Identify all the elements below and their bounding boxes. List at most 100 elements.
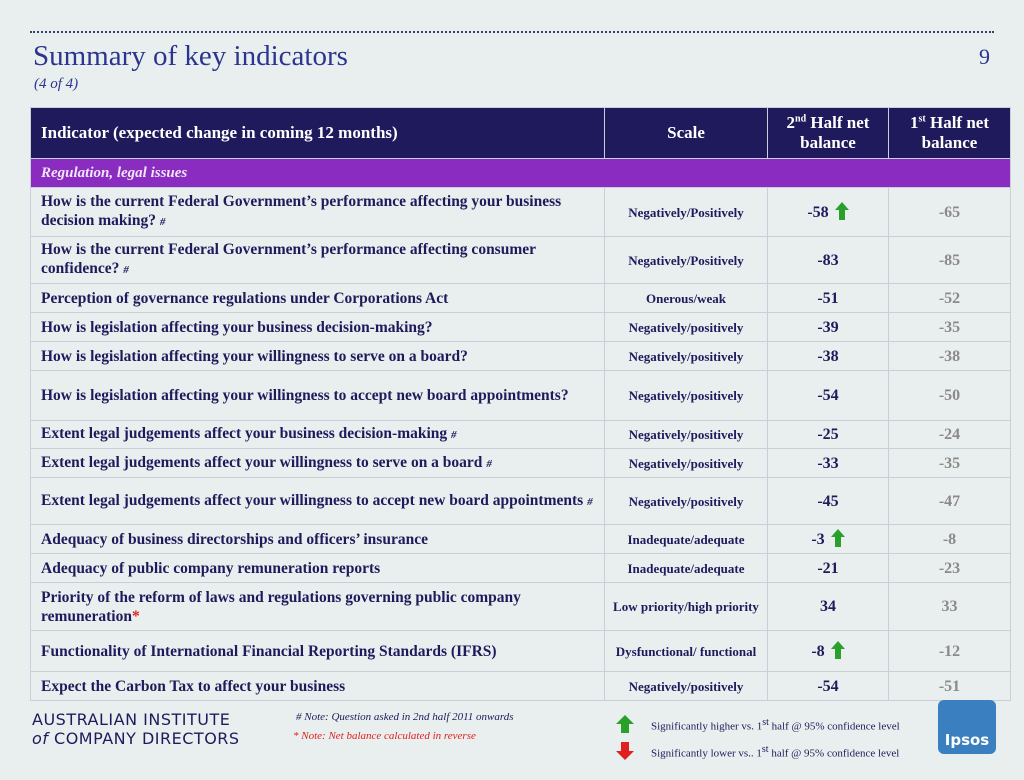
second-half-cell: -45 [767, 477, 889, 525]
indicator-cell: Functionality of International Financial… [30, 630, 605, 672]
table-row: Expect the Carbon Tax to affect your bus… [30, 671, 1011, 701]
marker: # [123, 264, 129, 276]
second-half: -8 [811, 643, 825, 660]
logo-text: AUSTRALIAN INSTITUTE [32, 710, 231, 729]
scale: Negatively/positively [604, 420, 768, 449]
marker: # [159, 216, 166, 228]
page-number: 9 [979, 44, 990, 69]
table-row: How is the current Federal Government’s … [30, 187, 1011, 237]
second-half: -33 [817, 454, 839, 472]
note: # Note: Question asked in 2nd half 2011 … [296, 711, 514, 723]
indicator-cell: How is legislation affecting your busine… [30, 312, 605, 342]
indicator: Priority of the reform of laws and regul… [41, 588, 521, 625]
table-row: Extent legal judgements affect your busi… [30, 420, 1011, 449]
indicator-cell: Adequacy of public company remuneration … [30, 553, 605, 583]
indicator: Adequacy of business directorships and o… [41, 530, 428, 548]
scale: Negatively/positively [604, 477, 768, 525]
indicator-cell: How is legislation affecting your willin… [30, 370, 605, 421]
indicator: Perception of governance regulations und… [41, 289, 449, 307]
indicator-cell: Extent legal judgements affect your will… [30, 477, 605, 525]
marker: # [587, 495, 593, 508]
first-half: -52 [888, 283, 1011, 313]
indicator: Extent legal judgements affect your will… [41, 491, 584, 509]
legend-down: Significantly lower vs.. 1st half @ 95% … [651, 744, 899, 760]
up-arrow [830, 641, 845, 659]
marker: # [486, 457, 492, 470]
legend-text: half @ 95% confidence level [768, 720, 900, 733]
first-half: -24 [888, 420, 1011, 449]
table-row: How is legislation affecting your willin… [30, 370, 1011, 421]
scale: Dysfunctional/ functional [604, 630, 768, 672]
second-half: -54 [817, 387, 839, 404]
scale: Negatively/positively [604, 341, 768, 371]
second-half: -45 [817, 492, 839, 510]
second-half-cell: -58 [767, 187, 889, 237]
marker: # [451, 429, 457, 441]
indicator: How is legislation affecting your busine… [41, 318, 433, 336]
logo-text: COMPANY DIRECTORS [54, 729, 240, 748]
legend-text: Significantly higher vs. 1 [651, 720, 763, 733]
title: Summary of key indicators [33, 40, 348, 72]
second-half-cell: -39 [767, 312, 889, 342]
first-half: -23 [888, 553, 1011, 583]
scale: Inadequate/adequate [604, 553, 768, 583]
legend-text: half @ 95% confidence level [768, 747, 900, 760]
indicator: How is the current Federal Government’s … [41, 193, 562, 229]
table-row: Perception of governance regulations und… [30, 283, 1011, 313]
indicator: How is legislation affecting your willin… [41, 387, 569, 404]
first-half: -35 [888, 312, 1011, 342]
second-half-cell: -3 [767, 524, 889, 554]
first-half: -65 [888, 187, 1011, 237]
second-half: 34 [820, 598, 836, 615]
indicator-cell: Expect the Carbon Tax to affect your bus… [30, 671, 605, 701]
scale: Low priority/high priority [604, 582, 768, 631]
first-half: -85 [888, 236, 1011, 284]
indicator-cell: Priority of the reform of laws and regul… [30, 582, 605, 631]
table-row: How is the current Federal Government’s … [30, 236, 1011, 284]
table-row: Extent legal judgements affect your will… [30, 477, 1011, 525]
divider [30, 31, 994, 33]
second-half-cell: -54 [767, 370, 889, 421]
first-half: -47 [888, 477, 1011, 525]
second-half-cell: -51 [767, 283, 889, 313]
column-header: Scale [604, 107, 768, 159]
legend-up: Significantly higher vs. 1st half @ 95% … [651, 717, 900, 733]
first-half: -35 [888, 448, 1011, 478]
second-half: -54 [817, 677, 839, 695]
legend-text: st [761, 744, 769, 755]
first-half: -50 [888, 370, 1011, 421]
header-text: Scale [667, 123, 705, 142]
header-text: nd [795, 113, 807, 125]
second-half: -39 [817, 318, 839, 336]
column-header: 2nd Half net balance [767, 107, 889, 159]
scale: Negatively/Positively [604, 236, 768, 284]
table-row: How is legislation affecting your busine… [30, 312, 1011, 342]
second-half-cell: -83 [767, 236, 889, 284]
first-half: -51 [888, 671, 1011, 701]
indicator-cell: How is the current Federal Government’s … [30, 236, 605, 284]
first-half: -12 [888, 630, 1011, 672]
first-half: -38 [888, 341, 1011, 371]
scale: Onerous/weak [604, 283, 768, 313]
aicd-logo: AUSTRALIAN INSTITUTE of COMPANY DIRECTOR… [32, 710, 240, 748]
indicator-cell: Extent legal judgements affect your busi… [30, 420, 605, 449]
section-label: Regulation, legal issues [30, 158, 1011, 188]
indicator: How is the current Federal Government’s … [41, 241, 536, 277]
second-half: -58 [807, 204, 829, 221]
table-row: Adequacy of public company remuneration … [30, 553, 1011, 583]
header-text: Half net balance [921, 113, 989, 152]
down-arrow-icon [616, 742, 634, 760]
column-header: 1st Half net balance [888, 107, 1011, 159]
table-row: Adequacy of business directorships and o… [30, 524, 1011, 554]
indicator-cell: Perception of governance regulations und… [30, 283, 605, 313]
second-half-cell: -21 [767, 553, 889, 583]
indicator-table: Indicator (expected change in coming 12 … [30, 107, 1011, 701]
indicator: How is legislation affecting your willin… [41, 347, 468, 365]
indicator: Adequacy of public company remuneration … [41, 559, 381, 577]
subtitle: (4 of 4) [34, 76, 79, 92]
second-half-cell: 34 [767, 582, 889, 631]
second-half-cell: -25 [767, 420, 889, 449]
indicator: Extent legal judgements affect your will… [41, 453, 483, 471]
column-header: Indicator (expected change in coming 12 … [30, 107, 605, 159]
